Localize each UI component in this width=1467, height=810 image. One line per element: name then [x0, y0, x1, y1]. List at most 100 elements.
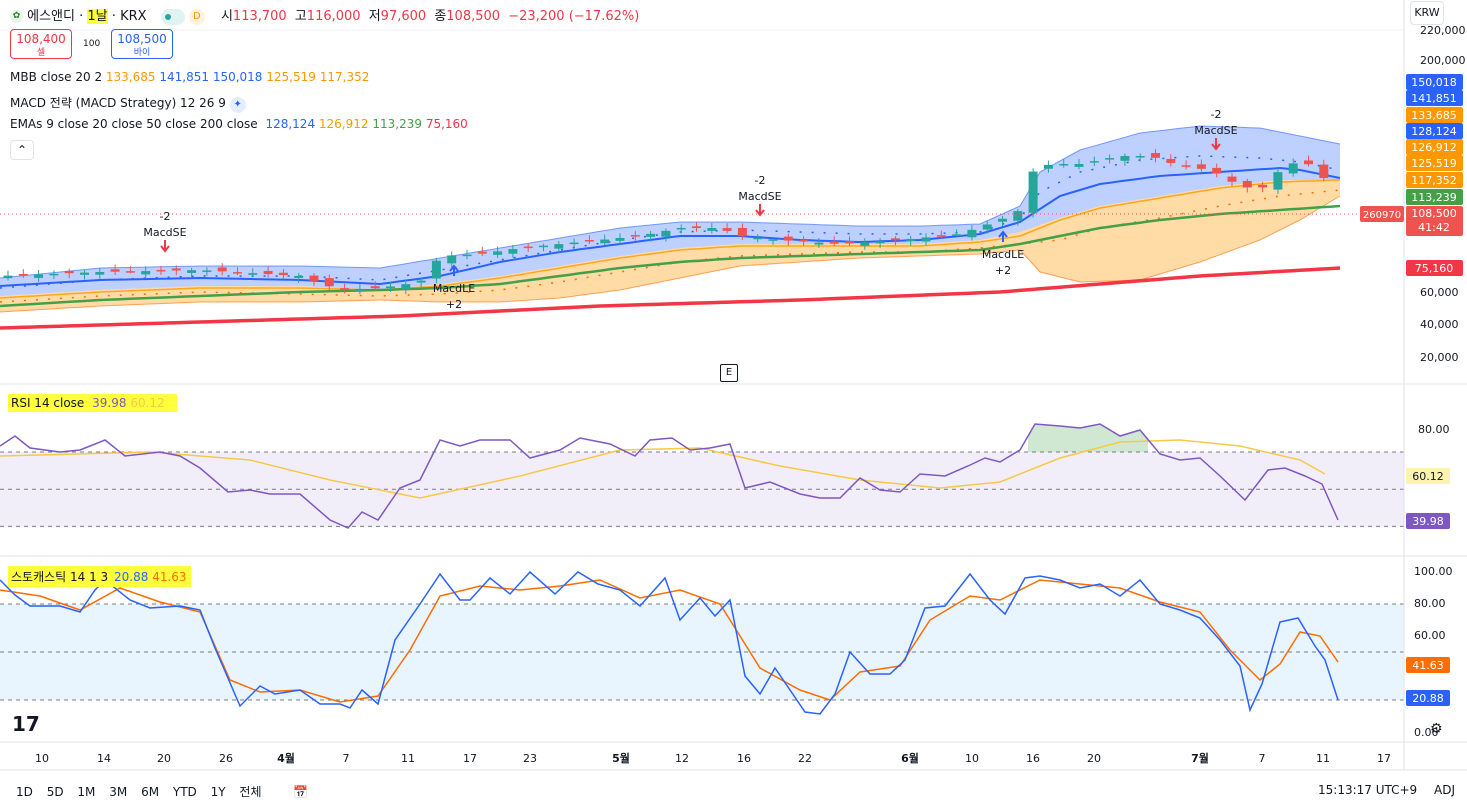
- strategy-signal-label: MacdLE: [433, 282, 475, 295]
- candle-body: [49, 273, 59, 276]
- time-tick-label: 16: [1026, 752, 1040, 765]
- time-tick-label: 10: [35, 752, 49, 765]
- candle-body: [1273, 172, 1283, 190]
- candle-body: [890, 238, 900, 241]
- time-tick-label: 11: [401, 752, 415, 765]
- candle-body: [1288, 163, 1298, 174]
- range-6m[interactable]: 6M: [141, 785, 160, 799]
- currency-selector[interactable]: KRW: [1410, 1, 1444, 25]
- last-price-tag-bg: [1406, 206, 1463, 236]
- time-tick-label: 14: [97, 752, 111, 765]
- range-1d[interactable]: 1D: [16, 785, 33, 799]
- candle-body: [615, 238, 625, 241]
- adj-toggle[interactable]: ADJ: [1434, 783, 1455, 797]
- candle-body: [64, 270, 74, 274]
- symbol-header: ✿ 에스앤디 · 1날 · KRX D 시113,700 고116,000 저9…: [10, 5, 639, 25]
- candle-body: [539, 245, 548, 248]
- stochastic-legend[interactable]: 스토캐스틱 14 1 3 20.88 41.63: [8, 566, 191, 587]
- range-1m[interactable]: 1M: [77, 785, 96, 799]
- candle-body: [952, 234, 962, 236]
- time-tick-label: 10: [965, 752, 979, 765]
- candle-body: [248, 273, 258, 275]
- candle-body: [324, 278, 334, 287]
- candle-body: [263, 270, 273, 275]
- stoch-tick-label: 60.00: [1414, 629, 1446, 642]
- candle-body: [661, 230, 671, 237]
- candle-body: [340, 288, 350, 290]
- candle-body: [1304, 160, 1313, 165]
- price-tag-bg: [1406, 260, 1463, 276]
- candle-body: [1028, 171, 1038, 213]
- candle-body: [125, 271, 135, 273]
- tradingview-logo-icon[interactable]: 17: [12, 712, 40, 736]
- clock[interactable]: 15:13:17 UTC+9: [1318, 783, 1418, 797]
- strategy-report-icon[interactable]: ✦: [229, 97, 246, 113]
- range-5d[interactable]: 5D: [46, 785, 64, 799]
- range-ytd[interactable]: YTD: [172, 785, 197, 799]
- rsi-legend[interactable]: RSI 14 close 39.98 60.12: [8, 394, 177, 412]
- candle-body: [294, 275, 304, 278]
- last-price-tag: 108,500: [1411, 207, 1457, 220]
- time-tick-label: 20: [1087, 752, 1101, 765]
- candle-body: [967, 229, 977, 238]
- range-1y[interactable]: 1Y: [210, 785, 226, 799]
- time-tick-label: 17: [463, 752, 477, 765]
- market-status-icon: [160, 8, 185, 25]
- price-tag-label: 117,352: [1411, 174, 1457, 187]
- candle-body: [921, 237, 931, 242]
- time-tick-label: 7월: [1191, 751, 1209, 765]
- settings-gear-icon[interactable]: ⚙: [1430, 721, 1443, 737]
- ohlc-open: 113,700: [232, 9, 287, 24]
- stoch-d-line: [0, 579, 1339, 703]
- delay-badge: D: [188, 8, 205, 25]
- time-tick-label: 17: [1377, 752, 1391, 765]
- candle-body: [1120, 156, 1130, 161]
- candle-body: [860, 242, 870, 246]
- stoch-tick-label: 0.00: [1414, 726, 1439, 739]
- macd-strategy-legend[interactable]: MACD 전략 (MACD Strategy) 12 26 9 ✦: [10, 94, 246, 113]
- candle-body: [447, 255, 457, 264]
- bar-countdown: 41:42: [1418, 221, 1450, 234]
- earnings-marker[interactable]: E: [720, 364, 738, 382]
- candle-body: [95, 272, 105, 275]
- time-tick-label: 16: [737, 752, 751, 765]
- candle-body: [1151, 153, 1160, 158]
- symbol-name[interactable]: 에스앤디: [27, 9, 75, 24]
- candle-body: [569, 242, 579, 245]
- candle-body: [982, 224, 992, 230]
- short-arrow-icon: [160, 240, 170, 253]
- price-tick-label: 40,000: [1420, 318, 1459, 331]
- bb-upper2-line: [0, 125, 1341, 279]
- time-tick-label: 6월: [901, 751, 919, 765]
- price-tag-label: 133,685: [1411, 109, 1457, 122]
- price-change: −23,200 (−17.62%): [508, 9, 640, 24]
- candle-body: [110, 269, 120, 272]
- candle-body: [630, 235, 640, 237]
- interval-label[interactable]: 1날: [87, 9, 108, 24]
- stoch-d-tag: 41.63: [1412, 659, 1444, 672]
- candle-body: [156, 269, 166, 272]
- stoch-tick-label: 80.00: [1414, 597, 1446, 610]
- ema-legend[interactable]: EMAs 9 close 20 close 50 close 200 close…: [10, 117, 468, 131]
- range-all[interactable]: 전체: [239, 785, 262, 799]
- sell-button[interactable]: 108,400 셀: [10, 29, 72, 59]
- price-tag-bg: [1406, 189, 1463, 205]
- range-3m[interactable]: 3M: [109, 785, 128, 799]
- goto-date-icon[interactable]: 📅: [293, 785, 309, 799]
- volume-tag: 260970: [1363, 210, 1401, 221]
- price-tick-label: 60,000: [1420, 286, 1459, 299]
- candle-body: [845, 241, 854, 244]
- time-tick-label: 5월: [612, 751, 630, 765]
- rsi-tag: 39.98: [1412, 515, 1444, 528]
- strategy-signal-label: MacdSE: [143, 226, 186, 239]
- time-tick-label: 7: [1259, 752, 1266, 765]
- bb-lower2-line: [0, 195, 1341, 313]
- collapse-legend-button[interactable]: ⌃: [10, 140, 34, 160]
- price-tag-bg: [1406, 74, 1463, 90]
- spread-value: 100: [83, 39, 101, 49]
- buy-button[interactable]: 108,500 바이: [111, 29, 173, 59]
- candle-body: [1212, 167, 1222, 174]
- mbb-legend[interactable]: MBB close 20 2 133,685 141,851 150,018 1…: [10, 70, 370, 84]
- rsi-line: [0, 423, 1339, 529]
